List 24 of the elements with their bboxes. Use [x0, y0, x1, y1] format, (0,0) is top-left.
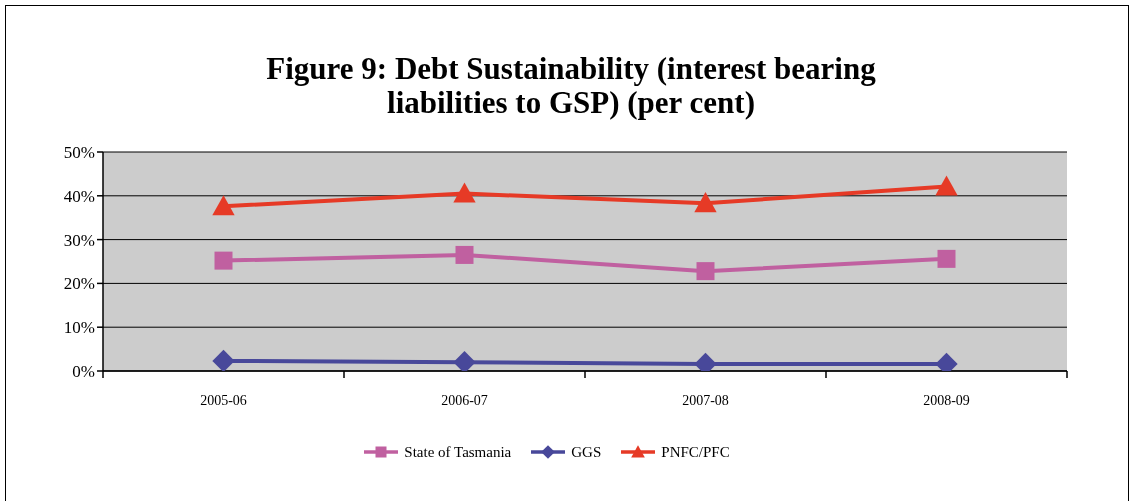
point: [212, 195, 235, 216]
y-tick-label: 30%: [63, 230, 95, 250]
point: [214, 251, 233, 270]
point: [455, 245, 474, 264]
y-tick-label: 50%: [63, 143, 95, 163]
point: [212, 349, 235, 371]
legend-label: State of Tasmania: [404, 443, 512, 461]
point: [453, 351, 476, 371]
x-tick-label: 2005-06: [200, 393, 247, 408]
chart-title: Figure 9: Debt Sustainability (interest bearing liabilities to GSP) (per cent): [265, 51, 877, 120]
point: [453, 182, 476, 203]
point: [937, 249, 956, 268]
point: [935, 175, 958, 196]
point: [696, 262, 715, 281]
y-tick-label: 40%: [63, 186, 95, 206]
point: [694, 192, 717, 213]
legend-label: GGS: [571, 443, 602, 461]
y-tick-label: 10%: [63, 318, 95, 338]
x-tick-label: 2006-07: [441, 393, 488, 408]
y-tick-label: 20%: [63, 274, 95, 294]
x-tick-label: 2007-08: [682, 393, 729, 408]
y-tick-label: 0%: [72, 362, 95, 382]
x-tick-label: 2008-09: [923, 393, 970, 408]
legend-label: PNFC/PFC: [661, 443, 730, 461]
